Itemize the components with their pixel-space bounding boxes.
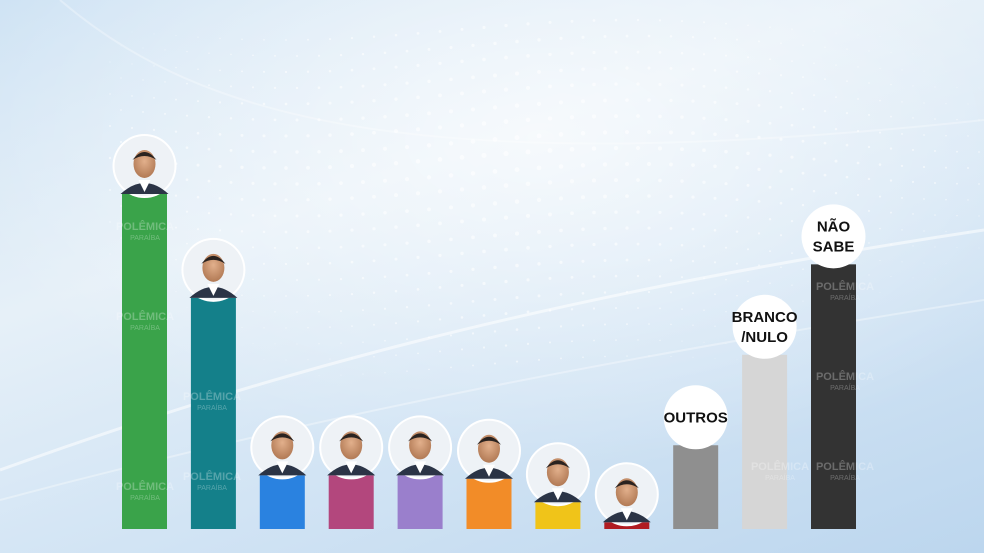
bar-3 xyxy=(259,475,305,529)
category-label-line: BRANCO xyxy=(732,309,798,326)
candidate-6-photo-icon xyxy=(457,418,521,483)
watermark-brand: POLÊMICA xyxy=(816,370,874,383)
watermark-sub: PARAÍBA xyxy=(130,233,160,242)
watermark-sub: PARAÍBA xyxy=(197,483,227,492)
bar-4 xyxy=(328,475,374,529)
watermark-sub: PARAÍBA xyxy=(830,473,860,482)
bar-10 xyxy=(742,354,788,529)
category-label-line: SABE xyxy=(813,238,855,255)
watermark-sub: PARAÍBA xyxy=(765,473,795,482)
bar-9 xyxy=(673,445,719,529)
candidate-5-photo-icon xyxy=(388,415,453,480)
watermark-brand: POLÊMICA xyxy=(116,480,174,493)
bar-2 xyxy=(190,297,236,529)
bar-7 xyxy=(535,502,581,529)
category-label-badge: OUTROS xyxy=(664,385,728,450)
watermark-brand: POLÊMICA xyxy=(751,460,809,473)
watermark-sub: PARAÍBA xyxy=(830,383,860,392)
watermark-brand: POLÊMICA xyxy=(816,460,874,473)
candidate-7-photo-icon xyxy=(525,442,590,507)
bar-11 xyxy=(811,264,856,529)
watermark-sub: PARAÍBA xyxy=(130,323,160,332)
watermark-brand: POLÊMICA xyxy=(116,310,174,323)
candidate-2-photo-icon xyxy=(181,237,246,302)
watermark-sub: PARAÍBA xyxy=(130,493,160,502)
bar-5 xyxy=(397,475,443,529)
category-label-line: /NULO xyxy=(741,329,788,346)
category-label-line: NÃO xyxy=(817,217,851,235)
candidate-8-photo-icon xyxy=(594,462,659,527)
watermark-sub: PARAÍBA xyxy=(197,403,227,412)
watermark-brand: POLÊMICA xyxy=(816,280,874,293)
bar-6 xyxy=(466,478,512,529)
category-label-badge: NÃO SABE xyxy=(801,204,866,269)
bar-1 xyxy=(122,194,167,529)
watermark-brand: POLÊMICA xyxy=(183,390,241,403)
candidate-1-photo-icon xyxy=(112,134,177,198)
candidate-3-photo-icon xyxy=(250,415,315,480)
candidate-4-photo-icon xyxy=(319,415,384,480)
category-label-badge: BRANCO/NULO xyxy=(732,294,798,359)
watermark-brand: POLÊMICA xyxy=(183,470,241,483)
watermark-sub: PARAÍBA xyxy=(830,293,860,302)
halftone-dots xyxy=(108,18,980,377)
category-label-line: OUTROS xyxy=(664,409,728,426)
watermark-brand: POLÊMICA xyxy=(116,220,174,233)
